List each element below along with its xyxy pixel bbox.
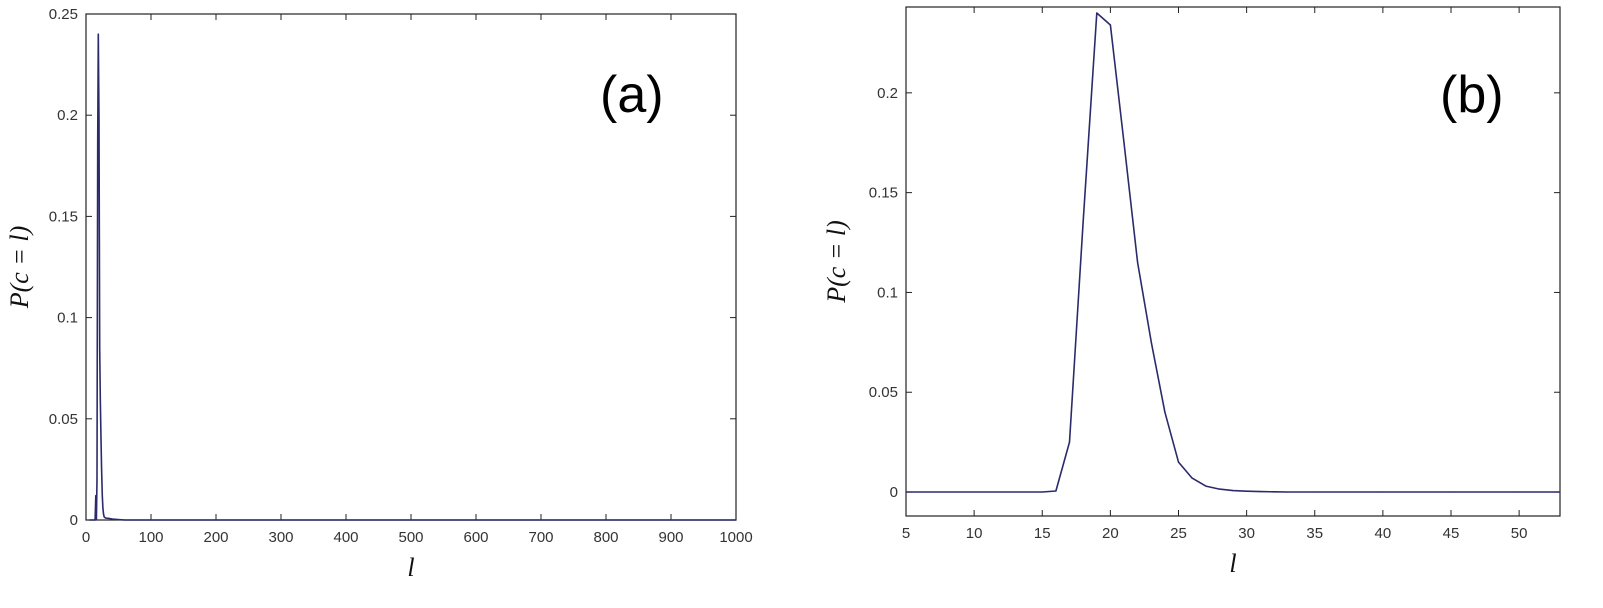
data-point bbox=[1273, 491, 1275, 493]
data-point bbox=[91, 519, 94, 521]
data-point bbox=[1109, 24, 1111, 26]
data-point bbox=[108, 517, 110, 519]
x-tick-label: 800 bbox=[593, 529, 618, 546]
data-point bbox=[99, 347, 101, 349]
data-point bbox=[1286, 491, 1289, 493]
data-point bbox=[1041, 491, 1043, 493]
data-point bbox=[1068, 441, 1071, 443]
x-tick-label: 10 bbox=[966, 525, 983, 542]
x-tick-label: 500 bbox=[398, 529, 423, 546]
x-tick-label: 40 bbox=[1375, 525, 1392, 542]
data-point bbox=[124, 519, 126, 521]
x-tick-label: 15 bbox=[1034, 525, 1051, 542]
data-point bbox=[1177, 461, 1180, 463]
data-point bbox=[1559, 491, 1561, 493]
data-point bbox=[98, 118, 100, 120]
y-tick-label: 0.2 bbox=[57, 107, 78, 124]
x-axis-label: l bbox=[407, 553, 414, 582]
y-axis-label: P(c = l) bbox=[822, 220, 851, 304]
data-point bbox=[1246, 490, 1248, 492]
x-tick-label: 25 bbox=[1170, 525, 1187, 542]
x-tick-label: 30 bbox=[1238, 525, 1255, 542]
data-point bbox=[88, 519, 90, 521]
data-point bbox=[735, 519, 737, 521]
x-tick-label: 900 bbox=[658, 529, 683, 546]
data-point bbox=[1218, 488, 1220, 490]
data-point bbox=[1259, 491, 1261, 493]
y-tick-label: 0 bbox=[70, 512, 78, 529]
data-point bbox=[104, 517, 107, 519]
chart-b: 5 10 15 20 25 30 35 40 45 50 0 0.05 0.1 0.15 0.2 l P(c =… bbox=[822, 6, 1561, 578]
data-point bbox=[1164, 411, 1166, 413]
data-point bbox=[100, 438, 102, 440]
data-point bbox=[96, 478, 98, 481]
data-point bbox=[1096, 12, 1098, 14]
x-axis-label: l bbox=[1229, 549, 1236, 578]
data-point bbox=[101, 495, 103, 497]
data-point bbox=[1191, 477, 1193, 479]
x-tick-label: 700 bbox=[528, 529, 553, 546]
data-point bbox=[905, 491, 907, 493]
y-axis-label: P(c = l) bbox=[5, 226, 34, 310]
data-point bbox=[1518, 491, 1520, 493]
x-tick-label: 50 bbox=[1511, 525, 1528, 542]
x-tick-label: 600 bbox=[463, 529, 488, 546]
axes-frame bbox=[905, 6, 1561, 517]
y-tick-label: 0.05 bbox=[49, 411, 78, 428]
data-point bbox=[1314, 491, 1316, 493]
data-point bbox=[1123, 142, 1125, 144]
data-point bbox=[1150, 341, 1152, 343]
data-point bbox=[95, 495, 97, 497]
data-point bbox=[1055, 490, 1057, 492]
x-tick-label: 35 bbox=[1306, 525, 1323, 542]
data-point bbox=[117, 518, 120, 521]
data-point bbox=[102, 507, 104, 509]
data-point bbox=[1205, 485, 1207, 487]
y-tick-label: 0 bbox=[890, 484, 898, 501]
data-point bbox=[1232, 490, 1234, 492]
y-tick-label: 0.2 bbox=[877, 85, 898, 102]
y-tick-label: 0.15 bbox=[869, 185, 898, 202]
x-tick-label: 5 bbox=[902, 525, 910, 542]
data-point bbox=[103, 516, 105, 518]
panel-label: (a) bbox=[600, 66, 664, 124]
data-point bbox=[102, 513, 105, 515]
data-point bbox=[97, 140, 99, 143]
x-tick-label: 400 bbox=[333, 529, 358, 546]
data-point bbox=[101, 468, 103, 470]
data-point bbox=[99, 397, 101, 400]
data-point bbox=[150, 519, 152, 521]
data-point bbox=[111, 518, 113, 520]
y-tick-label: 0.1 bbox=[57, 310, 78, 327]
data-point bbox=[95, 518, 97, 521]
y-tick-label: 0.1 bbox=[877, 284, 898, 301]
x-tick-label: 300 bbox=[268, 529, 293, 546]
data-point bbox=[1082, 221, 1084, 224]
data-point bbox=[1137, 261, 1139, 264]
data-point bbox=[97, 33, 99, 35]
x-tick-label: 20 bbox=[1102, 525, 1119, 542]
chart-a: 0 100 200 300 400 500 600 700 800 900 1000 0 0.05 0.1… bbox=[5, 6, 753, 582]
data-point bbox=[1450, 491, 1452, 493]
series-line bbox=[89, 33, 736, 521]
y-tick-label: 0.25 bbox=[49, 6, 78, 23]
data-point bbox=[94, 519, 96, 521]
y-tick-label: 0.15 bbox=[49, 208, 78, 225]
x-tick-label: 200 bbox=[203, 529, 228, 546]
y-tick-label: 0.05 bbox=[869, 384, 898, 401]
data-point bbox=[1382, 491, 1384, 493]
x-tick-label: 0 bbox=[82, 529, 90, 546]
x-tick-label: 100 bbox=[138, 529, 163, 546]
x-tick-label: 1000 bbox=[719, 529, 752, 546]
x-tick-label: 45 bbox=[1443, 525, 1460, 542]
panel-label: (b) bbox=[1440, 66, 1504, 124]
